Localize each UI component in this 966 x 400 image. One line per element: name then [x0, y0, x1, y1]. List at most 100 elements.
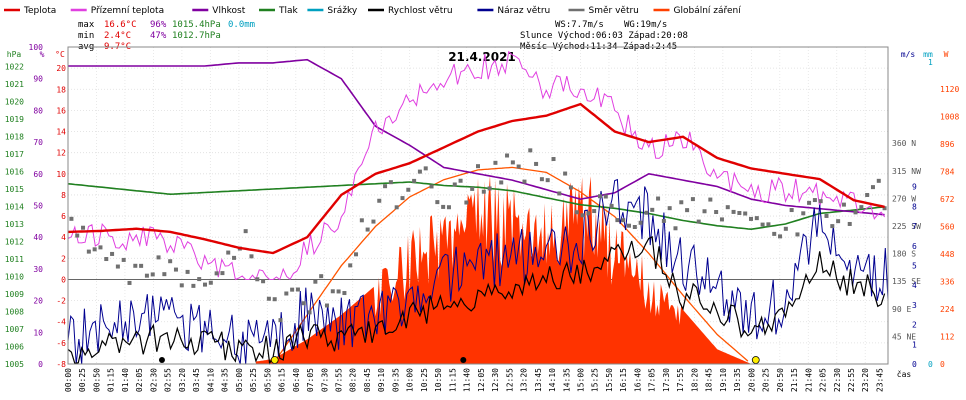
tick-hpa: 1021 [5, 80, 24, 89]
wind-dir-point [266, 296, 271, 301]
tick-c: 14 [56, 128, 66, 137]
wind-dir-point [824, 213, 829, 218]
tick-dir: 90 E [892, 305, 911, 314]
legend-label: Vlhkost [212, 6, 245, 16]
wind-dir-point [499, 180, 504, 185]
legend-label: Tlak [278, 6, 299, 16]
tick-pct: 50 [33, 202, 43, 211]
unit-mm: mm [923, 50, 933, 59]
wind-dir-point [737, 210, 742, 215]
wind-dir-point [603, 194, 608, 199]
tick-pct: 30 [33, 265, 43, 274]
wind-dir-point [516, 164, 521, 169]
sunrise-marker [270, 356, 279, 364]
tick-c: 6 [61, 212, 66, 221]
legend-label: Směr větru [589, 6, 639, 16]
wind-dir-point [336, 289, 341, 294]
wind-dir-point [818, 199, 823, 204]
tick-w: 336 [940, 277, 955, 286]
tick-ms: 4 [912, 281, 917, 290]
wind-dir-point [766, 222, 771, 227]
wind-dir-point [568, 185, 573, 190]
wind-dir-point [162, 272, 167, 277]
wind-dir-point [290, 287, 295, 292]
tick-w: 0 [940, 360, 945, 369]
wind-dir-point [580, 213, 585, 218]
tick-w: 672 [940, 195, 955, 204]
wind-dir-point [359, 218, 364, 223]
wind-dir-point [696, 219, 701, 224]
wind-dir-point [92, 247, 97, 252]
wind-dir-point [557, 191, 562, 196]
tick-x: 20:50 [776, 368, 785, 392]
sunset-marker [751, 356, 760, 364]
wind-dir-point [789, 208, 794, 213]
tick-c: -6 [56, 339, 66, 348]
tick-c: -8 [56, 360, 66, 369]
wind-dir-point [615, 218, 620, 223]
tick-x: 03:20 [178, 368, 187, 392]
wind-dir-point [830, 224, 835, 229]
moonrise-marker [460, 357, 467, 363]
tick-pct: 20 [33, 297, 43, 306]
tick-hpa: 1008 [5, 308, 24, 317]
wind-dir-point [458, 178, 463, 183]
wind-dir-point [627, 223, 632, 228]
tick-x: 14:35 [562, 368, 571, 392]
tick-pct: 0 [38, 360, 43, 369]
wind-dir-point [661, 218, 666, 223]
moonset-marker [158, 357, 165, 363]
wind-dir-point [754, 216, 759, 221]
wind-dir-point [748, 216, 753, 221]
series-pressure [67, 181, 885, 231]
tick-c: 8 [61, 191, 66, 200]
wind-dir-point [644, 210, 649, 215]
tick-x: 21:40 [804, 368, 813, 392]
tick-hpa: 1017 [5, 150, 24, 159]
tick-x: 17:05 [648, 368, 657, 392]
tick-mm: 0 [928, 360, 933, 369]
wind-dir-point [470, 186, 475, 191]
wind-dir-point [139, 263, 144, 268]
info-sun: Slunce Východ:06:03 Západ:20:08 [520, 31, 688, 41]
wind-dir-point [412, 178, 417, 183]
wind-dir-point [220, 271, 225, 276]
tick-mm: 1 [928, 58, 933, 67]
tick-x: 19:10 [719, 368, 728, 392]
series-wind-gust [67, 178, 889, 365]
wind-dir-point [807, 200, 812, 205]
tick-ms: 3 [912, 301, 917, 310]
wind-dir-point [191, 283, 196, 288]
tick-c: 2 [61, 254, 66, 263]
wind-dir-point [371, 219, 376, 224]
tick-ms: 2 [912, 321, 917, 330]
tick-w: 112 [940, 332, 955, 341]
wind-dir-point [841, 202, 846, 207]
tick-x: 06:40 [292, 368, 301, 392]
wind-dir-point [429, 184, 434, 189]
wind-dir-point [592, 209, 597, 214]
wind-dir-point [586, 211, 591, 216]
wind-dir-point [156, 255, 161, 260]
wind-dir-point [348, 263, 353, 268]
tick-x: 22:30 [833, 368, 842, 392]
wind-dir-point [243, 229, 248, 234]
wind-dir-point [760, 222, 765, 227]
tick-w: 896 [940, 140, 955, 149]
tick-c: 16 [56, 106, 66, 115]
wind-dir-point [98, 245, 103, 250]
tick-dir: 360 N [892, 139, 916, 148]
wind-dir-point [313, 279, 318, 284]
wind-dir-point [115, 264, 120, 269]
unit-x: čas [897, 369, 912, 379]
stat-min-temp: 2.4°C [104, 31, 131, 41]
wind-dir-point [522, 179, 527, 184]
wind-dir-point [406, 187, 411, 192]
unit-c: °C [55, 50, 65, 59]
wind-dir-point [319, 274, 324, 279]
tick-x: 12:30 [491, 368, 500, 392]
wind-dir-point [714, 210, 719, 215]
tick-x: 13:20 [520, 368, 529, 392]
